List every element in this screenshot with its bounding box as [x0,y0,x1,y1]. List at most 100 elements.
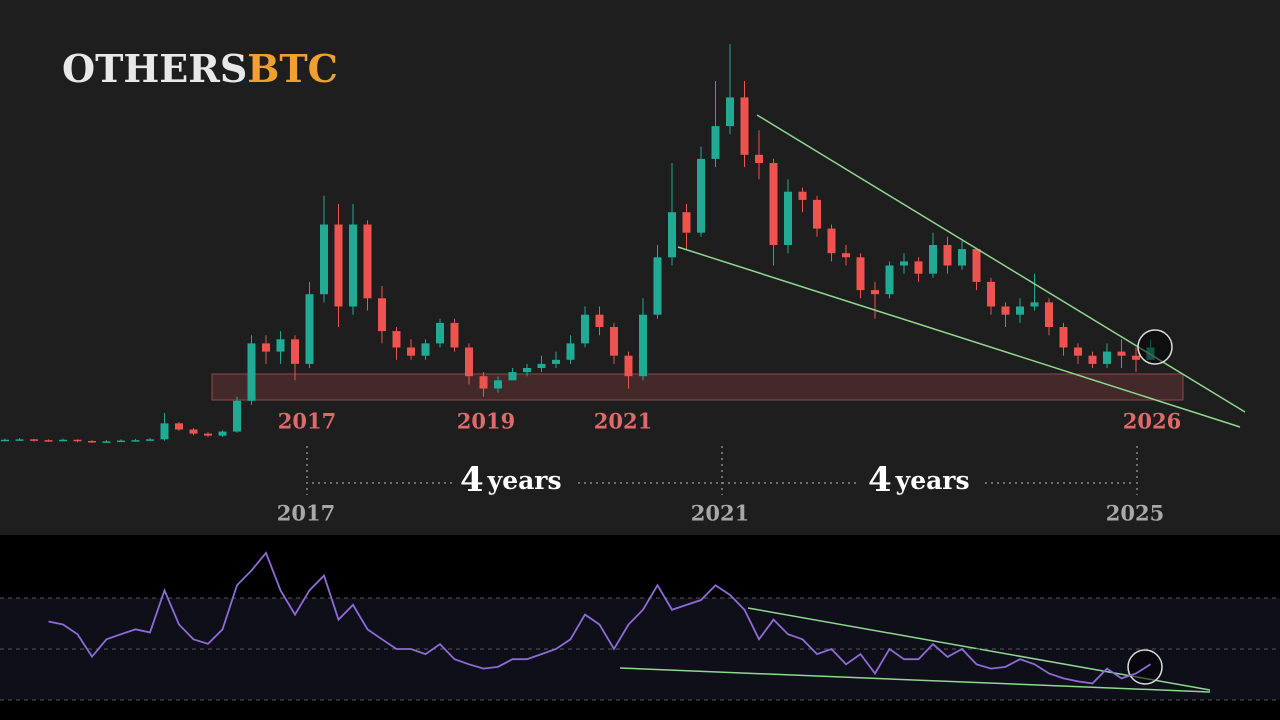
candle-body [711,126,720,159]
candle-body [1045,302,1053,327]
candle-body [668,212,676,258]
candle-body [523,368,531,373]
candle-body [798,191,807,200]
candle-body [189,429,198,434]
candle-body [349,224,357,307]
year-label: 2017 [278,409,336,434]
candle-body [88,440,96,443]
interval-unit: years [487,466,562,495]
candle-body [59,439,67,442]
highlight-circle [1137,329,1173,365]
candle-body [450,322,459,348]
candle-body [1059,327,1068,348]
candle-body [392,331,401,348]
candle-body [407,347,415,356]
candle-body [958,249,966,266]
candle-body [1132,355,1140,360]
candle-body [610,327,618,356]
interval-unit: years [895,466,970,495]
candle-body [566,343,575,360]
candle-body [1030,302,1039,307]
candle-body [421,343,430,356]
candle-body [653,257,662,315]
candle-body [639,314,647,377]
candle-body [494,380,502,389]
candle-body [436,322,444,344]
candle-body [943,245,952,266]
candle-body [479,376,488,389]
interval-number: 4 [460,460,484,500]
candle-body [305,294,314,364]
candles [1,44,1155,444]
candle-body [726,97,734,127]
candle-body [842,253,850,258]
year-label: 2021 [594,409,652,434]
candle-body [15,439,24,441]
candle-body [276,339,285,352]
candle-body [624,355,633,377]
candle-body [813,199,821,229]
candle-body [885,265,894,295]
year-label: 2026 [1123,409,1181,434]
candle-body [929,245,937,274]
candle-body [755,154,763,163]
candle-body [363,224,372,299]
cycle-end-label: 2017 [277,501,335,526]
candle-body [856,257,865,291]
candle-body [537,363,546,368]
title-main: OTHERS [62,46,247,91]
candle-body [740,97,749,155]
candle-body [291,339,299,364]
candle-body [914,261,923,274]
candle-body [44,440,53,442]
candle-body [1074,347,1082,356]
candle-body [581,314,589,344]
cycle-end-label: 2021 [691,501,749,526]
candle-body [131,440,140,442]
candle-body [1,439,9,442]
title-accent: BTC [247,46,338,91]
candle-body [900,261,908,266]
candle-body [871,290,879,295]
candle-body [1016,306,1024,315]
candle-body [1117,351,1126,356]
candle-body [784,191,792,245]
candle-body [262,343,270,352]
interval-number: 4 [868,460,892,500]
chart-title: OTHERSBTC [62,46,338,91]
rsi-line [48,551,1151,685]
candle-body [682,212,691,233]
candle-body [146,439,154,441]
candle-body [697,158,705,233]
candle-body [160,423,169,440]
candle-body [769,163,778,245]
support-zone [211,373,1184,401]
year-label: 2019 [457,409,515,434]
candle-body [552,359,560,364]
candle-body [827,228,836,254]
candle-body [247,343,256,401]
interval-label: 4 years [460,460,562,500]
candle-body [1001,306,1010,315]
candle-body [465,347,473,377]
candle-body [30,439,38,441]
candle-body [1103,351,1111,364]
candle-body [987,281,995,307]
candle-body [320,224,328,295]
cycle-end-label: 2025 [1106,501,1164,526]
candle-body [972,249,981,282]
candle-body [233,400,241,432]
candle-body [102,441,111,443]
candle-body [204,433,212,436]
candle-body [378,298,386,332]
candle-body [218,431,227,436]
candle-body [595,314,604,327]
cycle-guides [306,446,1138,495]
candle-body [508,372,517,381]
candle-body [73,439,82,442]
candle-body [334,224,343,307]
candle-body [1088,355,1097,364]
candle-body [175,423,183,430]
interval-label: 4 years [868,460,970,500]
